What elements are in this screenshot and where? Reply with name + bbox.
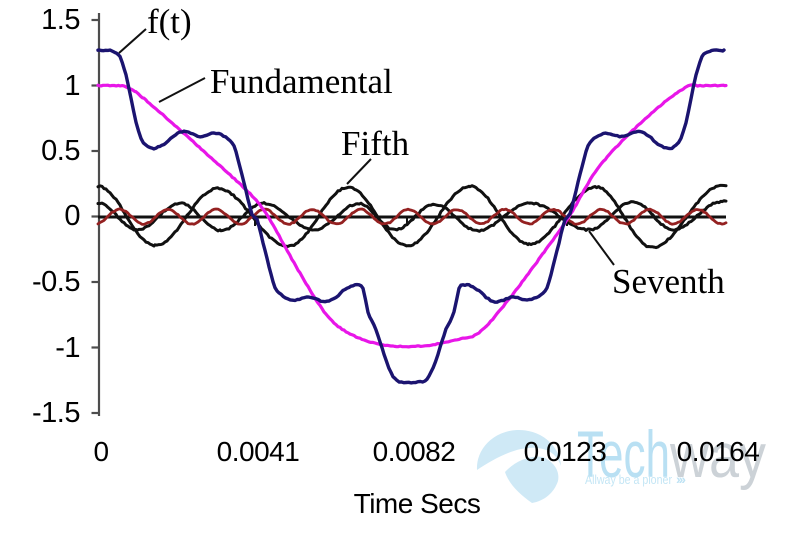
svg-text:way: way	[669, 422, 766, 491]
svg-text:Tech: Tech	[577, 417, 670, 491]
svg-text:Allway be a pioner: Allway be a pioner	[585, 473, 672, 487]
